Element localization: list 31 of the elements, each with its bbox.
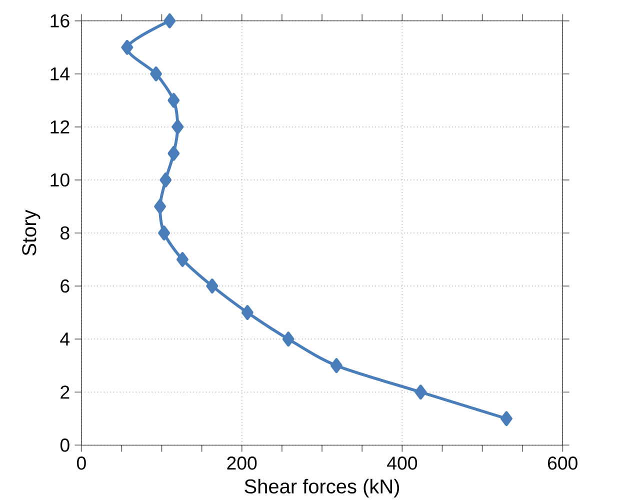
point <box>414 384 427 400</box>
point <box>121 40 134 55</box>
point <box>500 411 512 426</box>
point <box>241 305 254 320</box>
y-tick-label: 10 <box>50 173 70 187</box>
y-tick-label: 14 <box>50 68 70 80</box>
y-tick-label: 4 <box>60 332 70 346</box>
y-tick-label: 16 <box>50 14 70 28</box>
x-tick-label: 600 <box>548 456 578 470</box>
point <box>172 120 184 134</box>
point <box>158 226 170 241</box>
point <box>330 358 342 374</box>
point <box>176 252 188 268</box>
point <box>160 172 172 188</box>
point <box>206 278 218 294</box>
x-tick-label: 400 <box>387 456 418 470</box>
point <box>154 199 166 214</box>
y-axis-title: Story <box>22 210 40 256</box>
x-tick-label: 200 <box>227 456 257 470</box>
y-tick-label: 8 <box>60 226 70 240</box>
x-tick-label: 0 <box>77 456 86 470</box>
y-tick-label: 0 <box>60 438 70 452</box>
y-tick-label: 6 <box>60 279 70 293</box>
point <box>150 66 162 82</box>
y-tick-label: 12 <box>50 120 70 134</box>
point <box>282 332 294 347</box>
point <box>168 146 180 161</box>
x-axis-title: Shear forces (kN) <box>244 478 400 498</box>
point <box>164 13 176 28</box>
point <box>168 93 180 108</box>
y-tick-label: 2 <box>60 386 70 399</box>
